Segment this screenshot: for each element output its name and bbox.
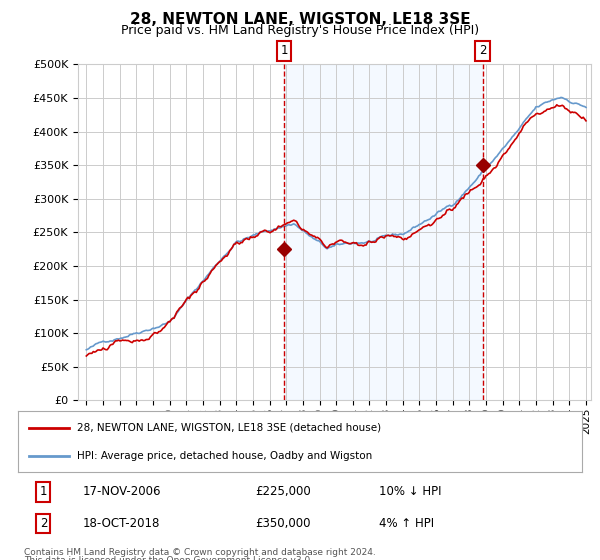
Text: 2: 2 [40, 517, 47, 530]
Text: 1: 1 [40, 486, 47, 498]
Text: 1: 1 [280, 44, 288, 58]
Text: 17-NOV-2006: 17-NOV-2006 [83, 486, 161, 498]
Text: £350,000: £350,000 [255, 517, 310, 530]
Text: 4% ↑ HPI: 4% ↑ HPI [379, 517, 434, 530]
Bar [284, 64, 482, 400]
Text: 10% ↓ HPI: 10% ↓ HPI [379, 486, 442, 498]
Text: This data is licensed under the Open Government Licence v3.0.: This data is licensed under the Open Gov… [24, 556, 313, 560]
Text: 28, NEWTON LANE, WIGSTON, LE18 3SE (detached house): 28, NEWTON LANE, WIGSTON, LE18 3SE (deta… [77, 423, 382, 433]
Text: £225,000: £225,000 [255, 486, 311, 498]
Text: 28, NEWTON LANE, WIGSTON, LE18 3SE: 28, NEWTON LANE, WIGSTON, LE18 3SE [130, 12, 470, 27]
Text: 2: 2 [479, 44, 487, 58]
Text: Contains HM Land Registry data © Crown copyright and database right 2024.: Contains HM Land Registry data © Crown c… [24, 548, 376, 557]
Text: HPI: Average price, detached house, Oadby and Wigston: HPI: Average price, detached house, Oadb… [77, 451, 373, 461]
Text: Price paid vs. HM Land Registry's House Price Index (HPI): Price paid vs. HM Land Registry's House … [121, 24, 479, 36]
Text: 18-OCT-2018: 18-OCT-2018 [83, 517, 160, 530]
